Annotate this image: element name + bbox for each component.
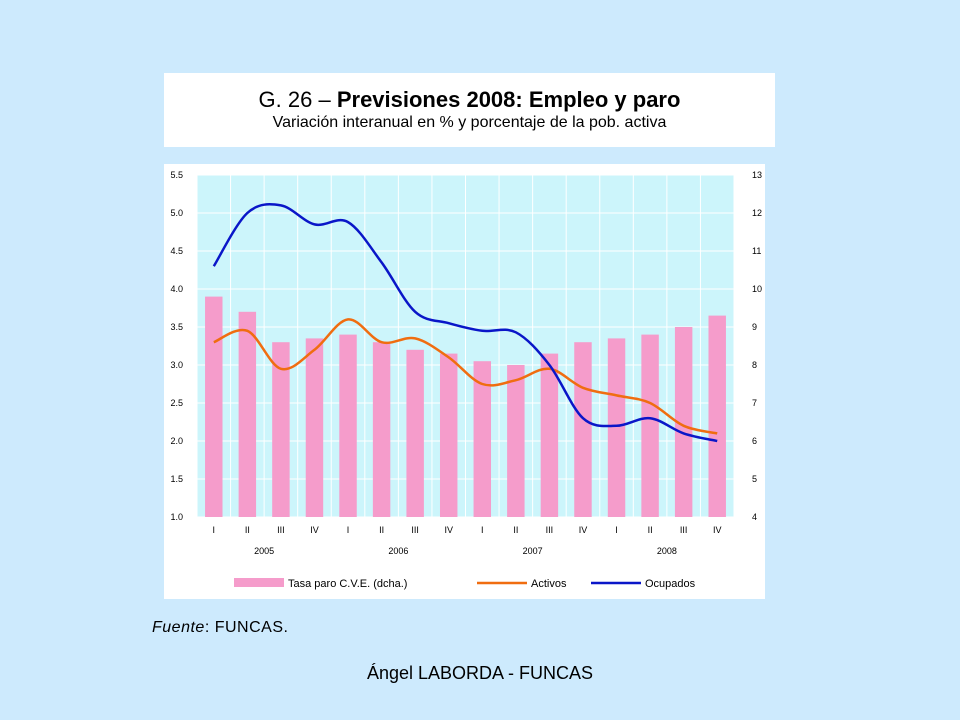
y-left-tick-label: 2.0 bbox=[170, 436, 183, 446]
bar-tasa-paro bbox=[473, 361, 492, 517]
bar-tasa-paro bbox=[339, 334, 357, 517]
line-ocupados bbox=[212, 203, 718, 443]
bar-tasa-paro bbox=[238, 311, 257, 517]
x-tick-label: II bbox=[513, 525, 518, 535]
bar-tasa-paro bbox=[272, 342, 290, 517]
y-left-tick-label: 5.5 bbox=[170, 170, 183, 180]
y-left-tick-label: 3.5 bbox=[170, 322, 183, 332]
source-label: Fuente bbox=[152, 619, 205, 636]
y-right-tick-label: 8 bbox=[752, 360, 757, 370]
y-left-tick-label: 3.0 bbox=[170, 360, 183, 370]
title-prefix: G. 26 – bbox=[258, 87, 337, 112]
legend-label-activos: Activos bbox=[531, 578, 567, 590]
x-tick-label: I bbox=[481, 525, 484, 535]
y-right-tick-label: 9 bbox=[752, 322, 757, 332]
bar-tasa-paro bbox=[205, 296, 223, 517]
bar-tasa-paro bbox=[507, 365, 525, 517]
x-tick-label: I bbox=[615, 525, 618, 535]
bar-tasa-paro bbox=[674, 327, 693, 517]
x-year-label: 2005 bbox=[254, 546, 274, 556]
x-year-label: 2007 bbox=[523, 546, 543, 556]
y-right-tick-label: 11 bbox=[752, 246, 761, 256]
bar-tasa-paro bbox=[574, 342, 592, 517]
bar-tasa-paro bbox=[439, 353, 458, 517]
legend-label-tasa-paro: Tasa paro C.V.E. (dcha.) bbox=[288, 578, 407, 590]
bar-tasa-paro bbox=[540, 353, 559, 517]
bar-tasa-paro bbox=[406, 349, 424, 517]
x-tick-label: I bbox=[347, 525, 350, 535]
source-text: : FUNCAS. bbox=[204, 619, 289, 636]
y-right-tick-label: 6 bbox=[752, 436, 757, 446]
bar-tasa-paro bbox=[607, 338, 626, 517]
y-right-tick-label: 12 bbox=[752, 208, 762, 218]
source-note: Fuente: FUNCAS. bbox=[152, 619, 288, 637]
x-year-label: 2008 bbox=[657, 546, 677, 556]
x-tick-label: II bbox=[648, 525, 653, 535]
chart-subtitle: Variación interanual en % y porcentaje d… bbox=[272, 114, 667, 131]
x-tick-label: IV bbox=[713, 525, 722, 535]
chart-svg: 1.0 1.5 2.0 2.5 3.0 3.5 4.0 4.5 5.0 5.5 4 5 6 7 8 9 10 11… bbox=[170, 170, 762, 590]
y-right-tick-label: 10 bbox=[752, 284, 762, 294]
bar-tasa-paro bbox=[305, 338, 324, 517]
x-tick-label: III bbox=[546, 525, 554, 535]
footer-credit: Ángel LABORDA - FUNCAS bbox=[366, 663, 594, 683]
line-activos bbox=[213, 318, 718, 435]
x-tick-label: IV bbox=[310, 525, 319, 535]
title-bold: Previsiones 2008: Empleo y paro bbox=[336, 87, 681, 112]
y-left-tick-label: 4.5 bbox=[170, 246, 183, 256]
legend-swatch-tasa-paro bbox=[234, 578, 284, 587]
x-tick-label: IV bbox=[444, 525, 453, 535]
x-year-label: 2006 bbox=[388, 546, 408, 556]
chart-title: G. 26 – Previsiones 2008: Empleo y paro bbox=[164, 87, 775, 113]
y-left-tick-label: 5.0 bbox=[170, 208, 183, 218]
bar-tasa-paro bbox=[641, 334, 659, 517]
x-tick-label: II bbox=[245, 525, 250, 535]
y-left-tick-label: 1.0 bbox=[170, 512, 183, 522]
x-tick-label: III bbox=[411, 525, 419, 535]
x-tick-label: III bbox=[680, 525, 688, 535]
y-left-tick-label: 4.0 bbox=[170, 284, 183, 294]
x-tick-label: IV bbox=[579, 525, 588, 535]
x-tick-label: I bbox=[213, 525, 216, 535]
bar-tasa-paro bbox=[708, 315, 726, 517]
y-right-tick-label: 4 bbox=[752, 512, 757, 522]
title-box: G. 26 – Previsiones 2008: Empleo y paro … bbox=[164, 73, 775, 147]
y-left-tick-label: 2.5 bbox=[170, 398, 183, 408]
bar-tasa-paro bbox=[372, 342, 391, 517]
y-left-tick-label: 1.5 bbox=[170, 474, 183, 484]
y-right-tick-label: 5 bbox=[752, 474, 757, 484]
y-right-tick-label: 13 bbox=[752, 170, 762, 180]
x-tick-label: III bbox=[277, 525, 285, 535]
y-right-tick-label: 7 bbox=[752, 398, 757, 408]
legend-label-ocupados: Ocupados bbox=[645, 578, 696, 590]
chart-panel: 1.0 1.5 2.0 2.5 3.0 3.5 4.0 4.5 5.0 5.5 4 5 6 7 8 9 10 11… bbox=[164, 164, 765, 599]
x-tick-label: II bbox=[379, 525, 384, 535]
